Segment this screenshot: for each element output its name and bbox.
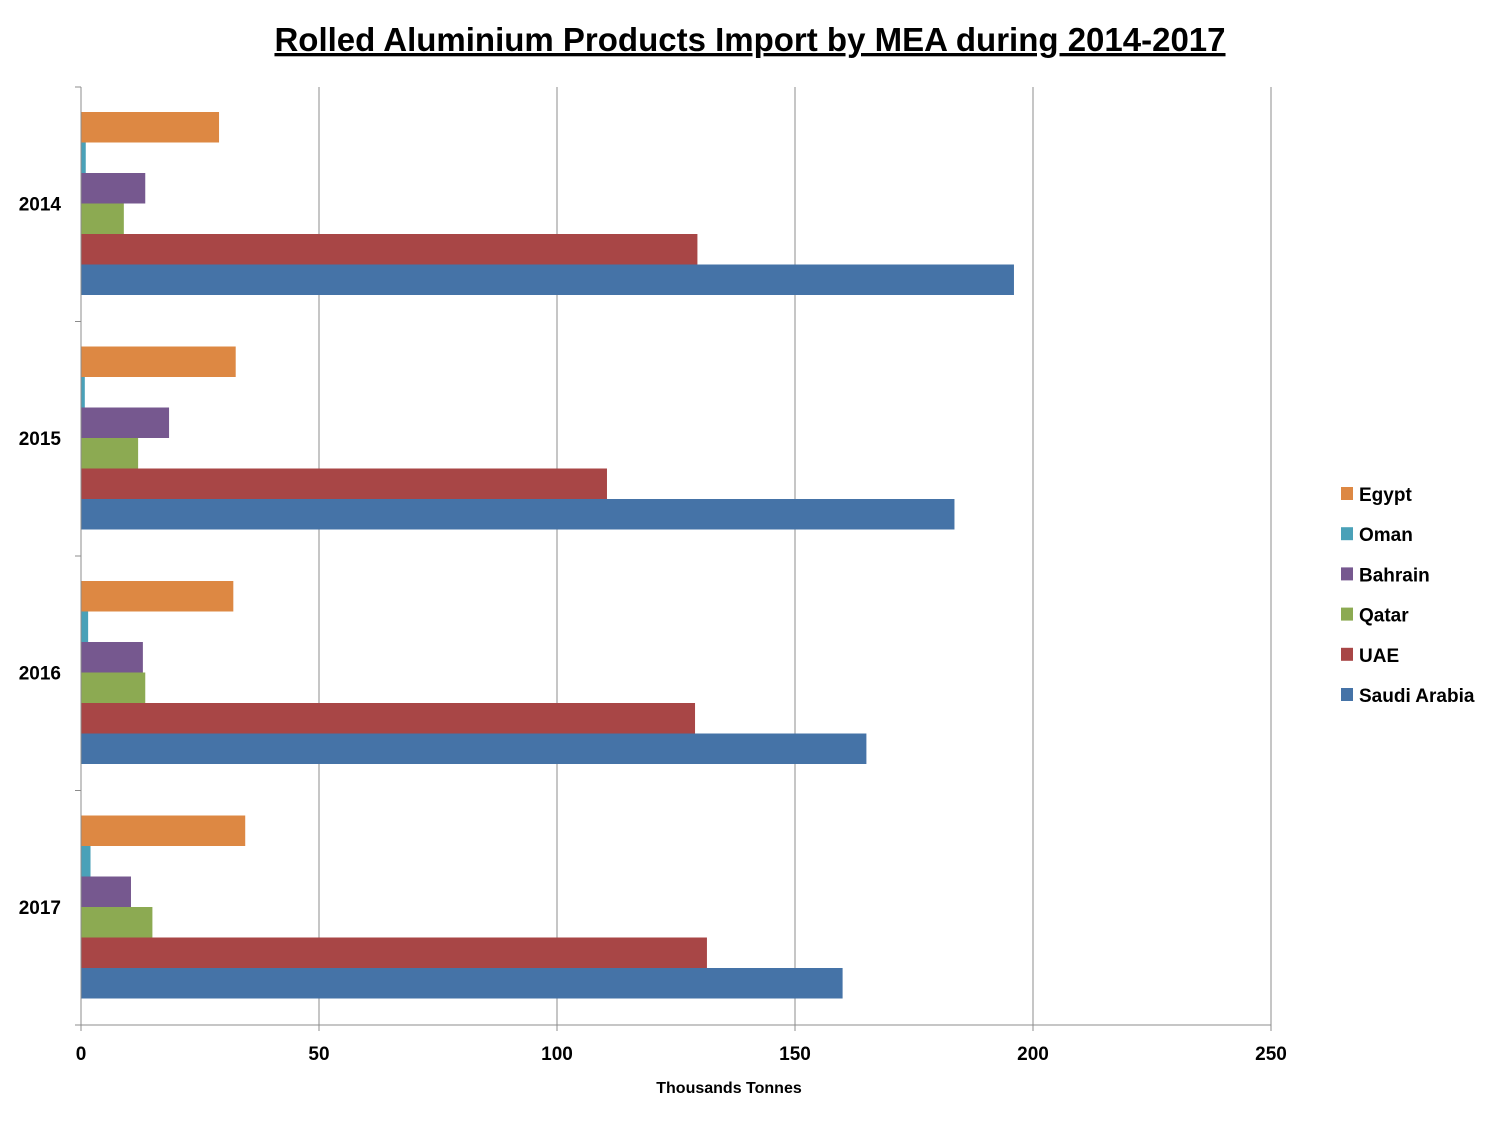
bar-egypt-2017	[81, 815, 246, 846]
x-tick-label: 50	[308, 1044, 329, 1065]
y-tick-label: 2017	[19, 898, 61, 919]
bar-bahrain-2015	[81, 407, 170, 438]
y-tick-label: 2015	[19, 429, 62, 450]
chart-title: Rolled Aluminium Products Import by MEA …	[274, 21, 1225, 58]
bar-oman-2015	[81, 377, 85, 408]
legend: Egypt Oman Bahrain Qatar UAE Saudi Arabia	[1341, 485, 1475, 707]
legend-swatch-egypt	[1341, 487, 1353, 500]
bar-saudi-arabia-2015	[81, 499, 955, 530]
gridlines	[318, 87, 1272, 1025]
legend-label: Bahrain	[1359, 565, 1430, 586]
bar-qatar-2016	[81, 672, 146, 703]
bar-oman-2014	[81, 142, 86, 173]
bar-oman-2017	[81, 846, 91, 877]
bar-qatar-2014	[81, 203, 124, 234]
y-tick-label: 2014	[19, 195, 62, 216]
bar-egypt-2014	[81, 112, 220, 143]
bar-oman-2016	[81, 611, 89, 642]
bar-qatar-2015	[81, 438, 139, 469]
x-axis-title: Thousands Tonnes	[656, 1080, 802, 1097]
bar-bahrain-2014	[81, 173, 146, 204]
legend-label: Saudi Arabia	[1359, 686, 1475, 707]
bar-uae-2016	[81, 703, 696, 734]
legend-swatch-uae	[1341, 647, 1353, 661]
bar-uae-2017	[81, 937, 707, 968]
bar-bahrain-2016	[81, 642, 143, 673]
x-tick-label: 250	[1255, 1044, 1287, 1065]
legend-label: Oman	[1359, 525, 1413, 546]
x-tick-label: 150	[779, 1044, 811, 1065]
bar-saudi-arabia-2016	[81, 733, 867, 764]
legend-label: Qatar	[1359, 606, 1409, 627]
legend-label: UAE	[1359, 646, 1399, 667]
bar-egypt-2015	[81, 346, 236, 377]
bar-bahrain-2017	[81, 876, 131, 907]
bar-saudi-arabia-2017	[81, 968, 843, 999]
bar-uae-2015	[81, 468, 607, 499]
bars	[81, 112, 1014, 999]
legend-label: Egypt	[1359, 485, 1412, 506]
bar-saudi-arabia-2014	[81, 264, 1014, 295]
legend-swatch-bahrain	[1341, 567, 1353, 581]
legend-swatch-qatar	[1341, 607, 1353, 621]
legend-swatch-oman	[1341, 527, 1353, 541]
bar-qatar-2017	[81, 907, 153, 938]
x-tick-label: 0	[76, 1044, 87, 1065]
bar-egypt-2016	[81, 581, 234, 612]
axes: 0 50 100 150 200 250 2014 2015 2016 2017	[19, 86, 1287, 1065]
y-tick-label: 2016	[19, 664, 61, 685]
x-tick-label: 100	[541, 1044, 573, 1065]
legend-swatch-saudi-arabia	[1341, 688, 1353, 701]
x-tick-label: 200	[1017, 1044, 1049, 1065]
bar-uae-2014	[81, 234, 698, 265]
